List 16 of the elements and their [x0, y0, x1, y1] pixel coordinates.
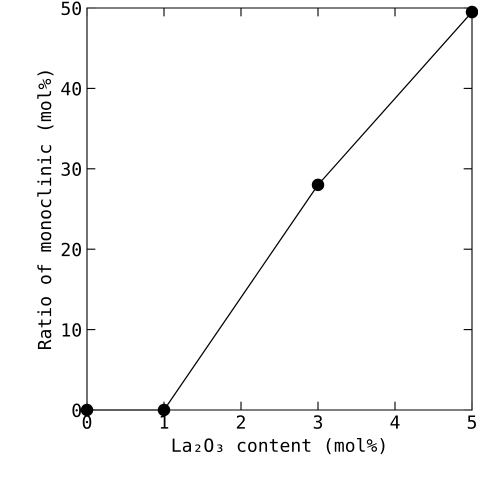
y-axis-title: Ratio of monoclinic (mol%): [37, 71, 54, 350]
x-tick-label: 3: [314, 415, 322, 429]
y-tick-label: 50: [62, 2, 81, 16]
point: [312, 178, 324, 192]
y-tick-label: 30: [62, 162, 81, 176]
x-tick-label: 0: [82, 415, 92, 429]
x-axis-title: La₂O₃ content (mol%): [172, 438, 384, 454]
x-tick-label: 2: [236, 415, 245, 429]
y-tick-label: 10: [62, 323, 81, 337]
y-tick-label: 40: [61, 82, 81, 96]
point: [158, 404, 170, 416]
x-tick-label: 4: [390, 416, 400, 429]
y-tick-label: 20: [62, 242, 81, 256]
y-tick-label: 0: [72, 404, 81, 418]
x-tick-label: 1: [160, 416, 168, 429]
x-tick-label: 5: [468, 416, 476, 429]
